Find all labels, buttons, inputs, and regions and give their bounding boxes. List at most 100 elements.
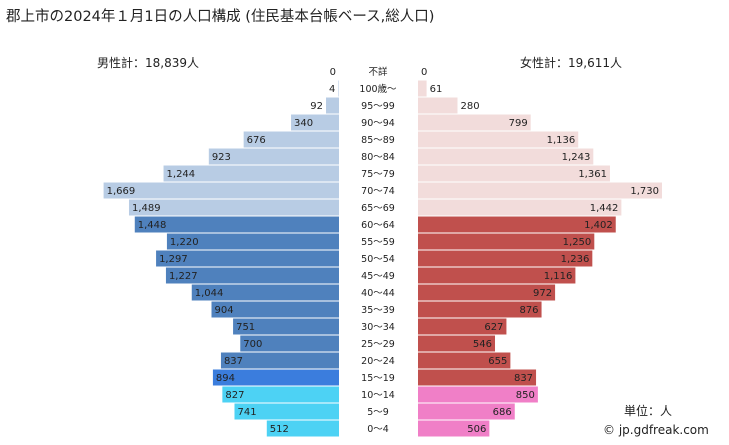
male-bar	[291, 114, 339, 131]
female-value-label: 627	[484, 322, 503, 333]
male-value-label: 1,244	[167, 169, 196, 180]
female-value-label: 280	[460, 101, 479, 112]
male-value-label: 340	[294, 118, 313, 129]
male-value-label: 923	[212, 152, 231, 163]
age-group-label: 不詳	[368, 66, 388, 78]
male-value-label: 676	[247, 135, 266, 146]
age-group-label: 30～34	[361, 322, 395, 333]
male-value-label: 837	[224, 356, 243, 367]
male-value-label: 904	[214, 305, 233, 316]
male-bar	[234, 403, 339, 420]
female-value-label: 61	[430, 84, 443, 95]
male-bar	[163, 165, 339, 182]
male-bar	[134, 216, 339, 233]
age-group-label: 20～24	[361, 356, 395, 367]
female-bar	[418, 216, 616, 233]
female-value-label: 0	[421, 67, 427, 78]
male-bar	[240, 335, 339, 352]
female-bar	[418, 131, 579, 148]
female-value-label: 1,136	[547, 135, 576, 146]
male-value-label: 1,448	[138, 220, 167, 231]
male-bar	[211, 301, 339, 318]
age-group-label: 75～79	[361, 169, 395, 180]
male-value-label: 1,489	[132, 203, 161, 214]
age-group-label: 40～44	[361, 288, 395, 299]
male-bar	[208, 148, 339, 165]
female-value-label: 1,250	[563, 237, 592, 248]
female-value-label: 1,116	[544, 271, 573, 282]
female-bar	[418, 165, 610, 182]
male-bar	[338, 80, 339, 97]
age-group-label: 10～14	[361, 390, 395, 401]
female-value-label: 837	[514, 373, 533, 384]
male-bar	[222, 386, 339, 403]
male-bar	[326, 97, 339, 114]
female-value-label: 1,730	[630, 186, 659, 197]
male-value-label: 827	[225, 390, 244, 401]
female-value-label: 850	[516, 390, 535, 401]
male-bar	[165, 267, 339, 284]
female-bar	[418, 403, 515, 420]
female-bar	[418, 182, 662, 199]
age-group-label: 85～89	[361, 135, 395, 146]
male-value-label: 700	[243, 339, 262, 350]
male-value-label: 1,297	[159, 254, 188, 265]
female-bar	[418, 233, 595, 250]
chart-title: 郡上市の2024年１月1日の人口構成 (住民基本台帳ベース,総人口)	[6, 9, 435, 25]
male-bar	[220, 352, 339, 369]
female-bar	[418, 250, 593, 267]
female-bar	[418, 318, 507, 335]
unit-label: 単位：人	[624, 404, 673, 418]
male-value-label: 1,227	[169, 271, 198, 282]
age-group-label: 65～69	[361, 203, 395, 214]
age-group-label: 70～74	[361, 186, 395, 197]
female-value-label: 1,236	[561, 254, 590, 265]
male-value-label: 741	[237, 407, 256, 418]
male-value-label: 894	[216, 373, 235, 384]
female-value-label: 1,243	[562, 152, 591, 163]
age-group-label: 100歳～	[359, 83, 397, 95]
male-bar	[233, 318, 339, 335]
female-value-label: 506	[467, 424, 486, 435]
age-group-label: 60～64	[361, 220, 395, 231]
female-bar	[418, 335, 496, 352]
male-value-label: 751	[236, 322, 255, 333]
female-value-label: 1,442	[590, 203, 619, 214]
age-group-label: 80～84	[361, 152, 395, 163]
female-total-label: 女性計：19,611人	[520, 56, 622, 70]
female-value-label: 1,361	[578, 169, 607, 180]
male-bar	[191, 284, 339, 301]
male-value-label: 4	[329, 84, 335, 95]
female-bar	[418, 369, 537, 386]
credit-text: © jp.gdfreak.com	[603, 423, 709, 437]
female-bar	[418, 386, 538, 403]
female-value-label: 546	[473, 339, 492, 350]
male-bar	[266, 420, 339, 437]
male-value-label: 1,220	[170, 237, 199, 248]
age-group-label: 15～19	[361, 373, 395, 384]
male-value-label: 1,669	[107, 186, 136, 197]
age-group-label: 95～99	[361, 101, 395, 112]
female-bar	[418, 97, 458, 114]
age-group-label: 5～9	[367, 407, 389, 418]
male-bar	[243, 131, 339, 148]
male-bar	[156, 250, 339, 267]
female-bar	[418, 420, 490, 437]
male-value-label: 0	[330, 67, 336, 78]
female-value-label: 972	[533, 288, 552, 299]
female-bar	[418, 148, 594, 165]
age-group-label: 45～49	[361, 271, 395, 282]
age-group-label: 25～29	[361, 339, 395, 350]
age-group-label: 0～4	[367, 424, 389, 435]
female-bar	[418, 267, 576, 284]
age-group-label: 90～94	[361, 118, 395, 129]
female-bar	[418, 284, 556, 301]
male-bar	[128, 199, 339, 216]
male-value-label: 1,044	[195, 288, 224, 299]
female-value-label: 876	[519, 305, 538, 316]
female-bar	[418, 114, 531, 131]
male-bar	[166, 233, 339, 250]
male-bar	[103, 182, 339, 199]
female-bar	[418, 301, 542, 318]
